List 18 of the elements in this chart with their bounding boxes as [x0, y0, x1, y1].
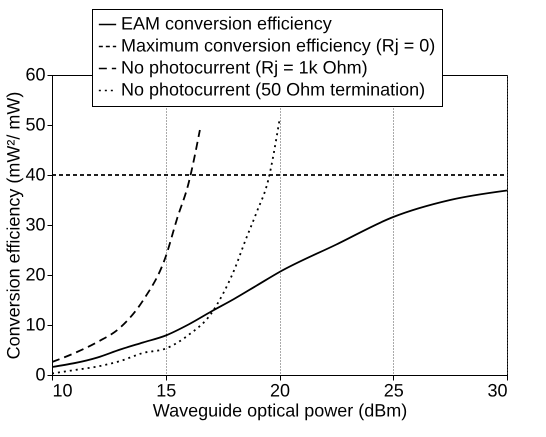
y-tick-label: 20: [25, 264, 46, 284]
legend-label: EAM conversion efficiency: [121, 14, 332, 34]
x-tick-label: 20: [270, 380, 290, 400]
legend-label: Maximum conversion efficiency (Rj = 0): [121, 36, 436, 56]
x-axis-title: Waveguide optical power (dBm): [152, 400, 408, 420]
y-axis-title: Conversion efficiency (mW²/ mW): [3, 92, 24, 360]
legend-label: No photocurrent (Rj = 1k Ohm): [121, 58, 368, 78]
y-tick-label: 30: [25, 214, 46, 234]
y-tick-label: 10: [25, 314, 46, 334]
y-tick-label: 40: [25, 164, 46, 184]
y-tick-label: 0: [35, 364, 46, 384]
x-tick-label: 15: [156, 380, 176, 400]
x-tick-label: 10: [52, 380, 73, 400]
y-tick-label: 50: [25, 114, 46, 134]
x-tick-label: 30: [487, 380, 508, 400]
x-tick-label: 25: [384, 380, 404, 400]
y-tick-label: 60: [25, 64, 46, 84]
legend-label: No photocurrent (50 Ohm termination): [121, 80, 426, 100]
